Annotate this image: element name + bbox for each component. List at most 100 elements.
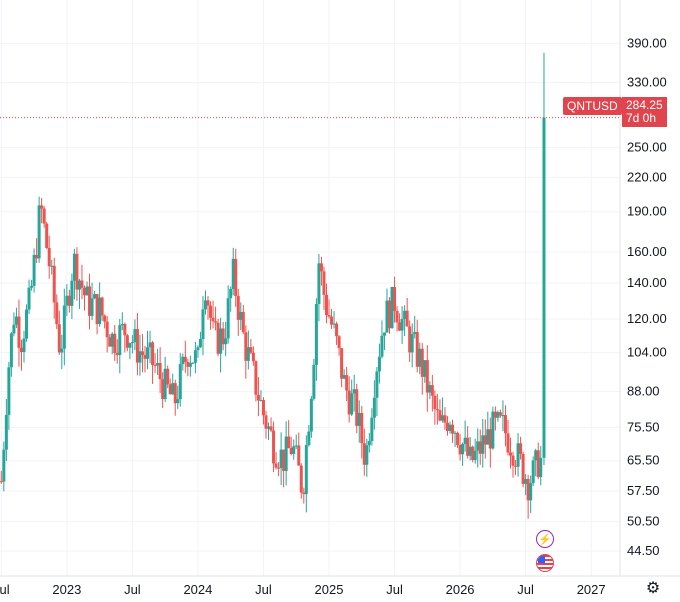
candle [62, 288, 66, 366]
y-tick-label: 44.50 [627, 543, 660, 558]
candle [55, 294, 59, 330]
candle [425, 345, 429, 412]
candle [100, 296, 104, 321]
candle [45, 221, 49, 249]
candle [173, 379, 177, 416]
candle [327, 299, 331, 319]
candle [221, 321, 225, 351]
candle [322, 266, 326, 310]
candle [312, 358, 316, 401]
y-tick-label: 390.00 [627, 36, 667, 51]
candle [481, 418, 485, 468]
candle [22, 330, 26, 363]
candle [491, 406, 495, 450]
y-tick-label: 50.50 [627, 514, 660, 529]
candle [413, 315, 417, 339]
candle [246, 330, 250, 370]
candle [377, 343, 381, 384]
candle [4, 399, 8, 461]
candle [176, 385, 180, 409]
candle [148, 330, 152, 364]
candle [345, 366, 349, 402]
candle [299, 463, 303, 499]
candle [135, 312, 139, 376]
candle [284, 421, 288, 486]
candle [415, 319, 419, 373]
candle [229, 286, 233, 312]
candle [239, 302, 243, 330]
candle [289, 436, 293, 456]
candle [423, 360, 427, 383]
candle-spike [542, 52, 546, 465]
candle [443, 407, 447, 430]
symbol-label: QNTUSD [567, 99, 618, 113]
candle [241, 304, 245, 334]
x-tick-label: Jul [255, 582, 272, 597]
candle [438, 399, 442, 422]
candle [400, 306, 404, 344]
candle [498, 409, 502, 418]
candle [95, 293, 99, 335]
candle [501, 400, 505, 432]
candle [372, 380, 376, 430]
candle [234, 248, 238, 307]
candle [355, 383, 359, 434]
candle [256, 377, 260, 417]
candle [226, 285, 230, 344]
candle [277, 462, 281, 477]
candle [143, 345, 147, 373]
candle [352, 374, 356, 412]
candle [108, 334, 112, 347]
candle [317, 253, 321, 322]
time-axis[interactable]: Jul 2023 Jul 2024 Jul 2025 Jul 2026 Jul 2027 [0, 582, 606, 597]
us-flag-icon[interactable] [536, 554, 554, 572]
candle [514, 459, 518, 475]
candle [19, 339, 23, 371]
candle [282, 449, 286, 488]
candle [418, 342, 422, 375]
candle [251, 346, 255, 366]
candle [244, 325, 248, 379]
candle [420, 343, 424, 395]
candle [456, 431, 460, 449]
candle [209, 301, 213, 330]
candle [82, 285, 86, 311]
candle [496, 410, 500, 422]
candle [393, 276, 397, 323]
candle [493, 406, 497, 431]
candle [264, 410, 268, 439]
candle [332, 311, 336, 329]
y-tick-label: 160.00 [627, 244, 667, 259]
candle [395, 306, 399, 332]
last-price-tag: 284.25 7d 0h [622, 97, 667, 127]
candle [463, 420, 467, 452]
price-axis[interactable]: 44.50 50.50 57.50 65.50 75.50 88.00 104.00 120.… [627, 36, 667, 558]
y-tick-label: 330.00 [627, 75, 667, 90]
candle [206, 296, 210, 320]
candle [314, 298, 318, 381]
candle [279, 432, 283, 486]
candle [25, 304, 29, 342]
candle [14, 307, 18, 329]
candle [267, 422, 271, 440]
candle [473, 438, 477, 464]
candle [103, 314, 107, 329]
candle [410, 323, 414, 368]
candle [178, 353, 182, 407]
candle [32, 248, 36, 293]
candle [272, 421, 276, 473]
x-tick-label: Jul [124, 582, 141, 597]
candle [151, 340, 155, 384]
settings-gear-icon[interactable]: ⚙ [645, 580, 661, 597]
y-tick-label: 140.00 [627, 275, 667, 290]
candle [158, 347, 162, 393]
candle [440, 397, 444, 423]
candle [458, 434, 462, 461]
candle [146, 330, 150, 370]
candle [203, 290, 207, 315]
candle [196, 345, 200, 358]
x-tick-label: Jul [517, 582, 534, 597]
candle [405, 297, 409, 327]
lightning-icon[interactable]: ⚡ [536, 530, 554, 548]
